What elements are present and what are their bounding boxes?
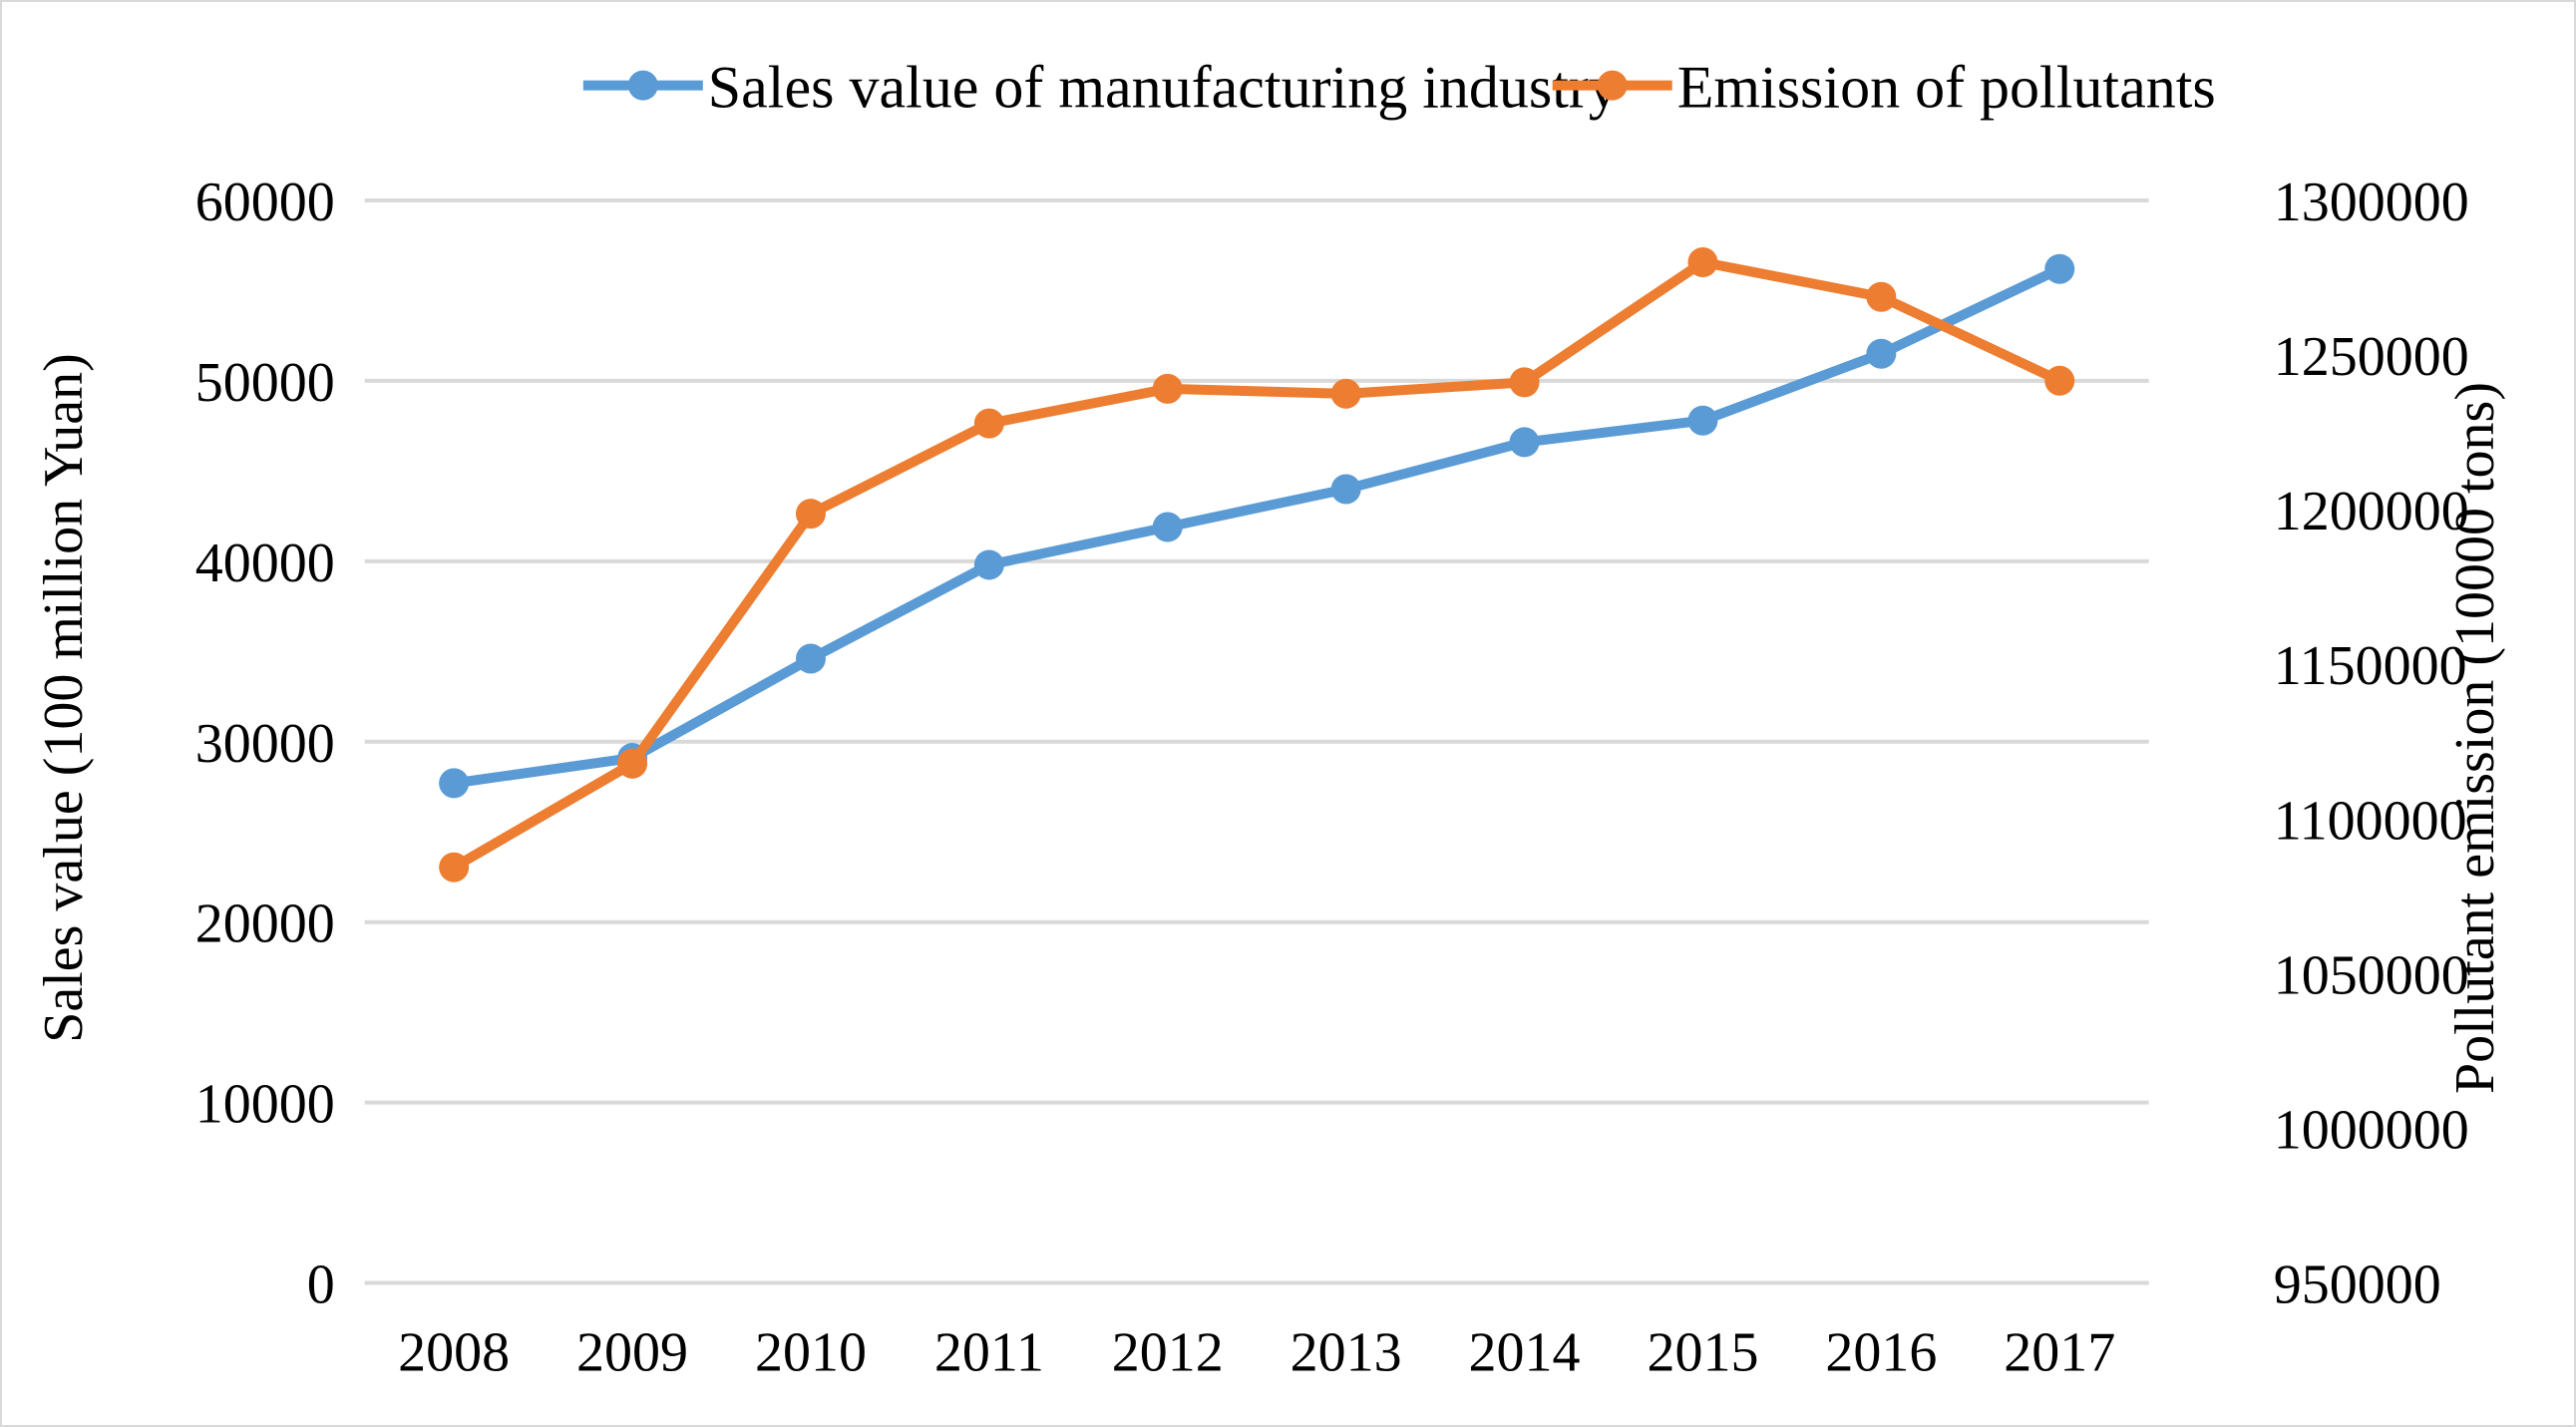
x-tick-label: 2017 bbox=[2004, 1322, 2115, 1384]
x-tick-label: 2016 bbox=[1825, 1322, 1937, 1384]
data-point bbox=[439, 768, 470, 799]
y2-tick-label: 1150000 bbox=[2274, 635, 2467, 697]
data-point bbox=[1330, 378, 1361, 409]
legend-label: Emission of pollutants bbox=[1677, 55, 2216, 121]
x-tick-label: 2008 bbox=[398, 1322, 510, 1384]
y-tick-label: 10000 bbox=[195, 1074, 335, 1136]
series-group bbox=[439, 247, 2075, 883]
x-axis-ticks: 2008 2009 2010 2011 2012 2013 2014 2015 2016 2017 bbox=[398, 1322, 2115, 1384]
legend[interactable]: Sales value of manufacturing industry Emi… bbox=[582, 55, 2216, 121]
y-tick-label: 50000 bbox=[195, 352, 335, 414]
x-tick-label: 2015 bbox=[1647, 1322, 1758, 1384]
right-axis-label: Pollutant emission (10000 tons) bbox=[2444, 382, 2506, 1094]
data-point bbox=[1687, 247, 1718, 278]
left-axis-label: Sales value (100 million Yuan) bbox=[33, 353, 95, 1043]
y2-tick-label: 1100000 bbox=[2274, 790, 2467, 852]
y-tick-label: 60000 bbox=[195, 172, 335, 233]
y-tick-label: 20000 bbox=[195, 893, 335, 955]
x-tick-label: 2009 bbox=[576, 1322, 688, 1384]
y2-tick-label: 1000000 bbox=[2274, 1099, 2469, 1161]
data-point bbox=[1152, 512, 1183, 542]
data-point bbox=[795, 499, 826, 530]
data-point bbox=[973, 549, 1004, 580]
data-point bbox=[2044, 253, 2075, 284]
legend-label: Sales value of manufacturing industry bbox=[708, 55, 1619, 121]
data-point bbox=[439, 852, 470, 883]
y2-tick-label: 1050000 bbox=[2274, 944, 2469, 1006]
x-tick-label: 2013 bbox=[1290, 1322, 1402, 1384]
data-point bbox=[1509, 367, 1540, 398]
x-tick-label: 2010 bbox=[755, 1322, 867, 1384]
series-line bbox=[451, 257, 2062, 873]
data-point bbox=[1509, 427, 1540, 458]
data-point bbox=[1330, 474, 1361, 505]
y2-tick-label: 950000 bbox=[2274, 1254, 2441, 1316]
x-tick-label: 2012 bbox=[1112, 1322, 1224, 1384]
y2-tick-label: 1300000 bbox=[2274, 172, 2469, 233]
legend-item-2[interactable]: Emission of pollutants bbox=[1552, 55, 2216, 121]
y-tick-label: 0 bbox=[307, 1254, 335, 1316]
y2-tick-label: 1200000 bbox=[2274, 481, 2469, 542]
data-point bbox=[1687, 405, 1718, 436]
y2-tick-label: 1250000 bbox=[2274, 326, 2469, 388]
right-axis-ticks: 950000 1000000 1050000 1100000 1150000 120000… bbox=[2274, 172, 2469, 1316]
data-point bbox=[617, 748, 648, 779]
y-tick-label: 30000 bbox=[195, 713, 335, 775]
x-tick-label: 2014 bbox=[1469, 1322, 1581, 1384]
data-point bbox=[1866, 281, 1897, 312]
legend-marker-icon bbox=[1597, 70, 1628, 101]
x-tick-label: 2011 bbox=[934, 1322, 1044, 1384]
legend-item-1[interactable]: Sales value of manufacturing industry bbox=[582, 55, 1619, 121]
left-axis-ticks: 0 10000 20000 30000 40000 50000 60000 bbox=[195, 172, 335, 1316]
legend-marker-icon bbox=[627, 70, 658, 101]
data-point bbox=[2044, 365, 2075, 396]
series-1 bbox=[439, 253, 2075, 799]
series-2 bbox=[439, 247, 2075, 883]
series-line bbox=[453, 264, 2062, 789]
data-point bbox=[1866, 338, 1897, 369]
y-tick-label: 40000 bbox=[195, 533, 335, 594]
data-point bbox=[973, 408, 1004, 439]
data-point bbox=[1152, 373, 1183, 404]
gridlines bbox=[364, 197, 2149, 1285]
data-point bbox=[795, 643, 826, 674]
